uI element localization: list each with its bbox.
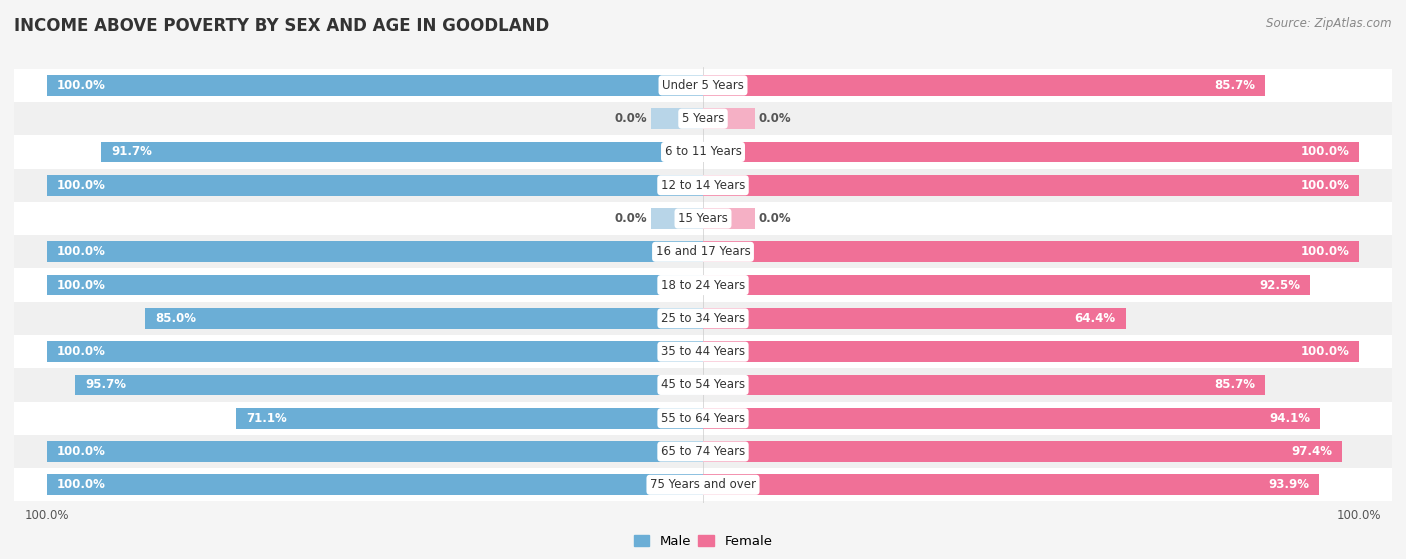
Text: 15 Years: 15 Years <box>678 212 728 225</box>
Text: 100.0%: 100.0% <box>1301 245 1350 258</box>
Text: 85.0%: 85.0% <box>155 312 195 325</box>
Bar <box>14 401 1392 435</box>
Text: Under 5 Years: Under 5 Years <box>662 79 744 92</box>
Text: 100.0%: 100.0% <box>56 79 105 92</box>
Bar <box>703 175 1360 196</box>
Bar <box>14 302 1392 335</box>
Text: INCOME ABOVE POVERTY BY SEX AND AGE IN GOODLAND: INCOME ABOVE POVERTY BY SEX AND AGE IN G… <box>14 17 550 35</box>
Bar <box>703 108 755 129</box>
Text: 0.0%: 0.0% <box>614 112 647 125</box>
Text: 71.1%: 71.1% <box>246 412 287 425</box>
Text: 16 and 17 Years: 16 and 17 Years <box>655 245 751 258</box>
Bar <box>651 208 703 229</box>
Bar <box>46 75 703 96</box>
Bar <box>46 441 703 462</box>
Legend: Male, Female: Male, Female <box>628 529 778 553</box>
Text: 100.0%: 100.0% <box>56 278 105 292</box>
Text: 100.0%: 100.0% <box>1301 145 1350 158</box>
Text: 5 Years: 5 Years <box>682 112 724 125</box>
Text: 100.0%: 100.0% <box>56 179 105 192</box>
Bar <box>46 475 703 495</box>
Bar <box>14 102 1392 135</box>
Text: 55 to 64 Years: 55 to 64 Years <box>661 412 745 425</box>
Bar <box>703 308 1126 329</box>
Text: 35 to 44 Years: 35 to 44 Years <box>661 345 745 358</box>
Text: 85.7%: 85.7% <box>1215 378 1256 391</box>
Text: 100.0%: 100.0% <box>56 245 105 258</box>
Bar <box>46 275 703 295</box>
Text: 45 to 54 Years: 45 to 54 Years <box>661 378 745 391</box>
Text: 6 to 11 Years: 6 to 11 Years <box>665 145 741 158</box>
Text: 0.0%: 0.0% <box>759 112 792 125</box>
Bar <box>46 241 703 262</box>
Bar <box>46 342 703 362</box>
Text: 100.0%: 100.0% <box>56 345 105 358</box>
Bar <box>14 335 1392 368</box>
Text: 12 to 14 Years: 12 to 14 Years <box>661 179 745 192</box>
Text: 100.0%: 100.0% <box>1301 345 1350 358</box>
Bar <box>703 241 1360 262</box>
Bar <box>703 375 1265 395</box>
Bar <box>703 342 1360 362</box>
Text: 100.0%: 100.0% <box>56 479 105 491</box>
Text: 75 Years and over: 75 Years and over <box>650 479 756 491</box>
Bar <box>651 108 703 129</box>
Text: 0.0%: 0.0% <box>614 212 647 225</box>
Text: 100.0%: 100.0% <box>56 445 105 458</box>
Bar <box>46 175 703 196</box>
Bar <box>14 202 1392 235</box>
Text: Source: ZipAtlas.com: Source: ZipAtlas.com <box>1267 17 1392 30</box>
Bar <box>14 468 1392 501</box>
Text: 64.4%: 64.4% <box>1074 312 1116 325</box>
Text: 25 to 34 Years: 25 to 34 Years <box>661 312 745 325</box>
Text: 100.0%: 100.0% <box>1301 179 1350 192</box>
Bar <box>236 408 703 429</box>
Bar <box>703 208 755 229</box>
Text: 97.4%: 97.4% <box>1291 445 1333 458</box>
Bar <box>14 135 1392 169</box>
Bar <box>14 368 1392 401</box>
Text: 18 to 24 Years: 18 to 24 Years <box>661 278 745 292</box>
Bar <box>703 141 1360 162</box>
Text: 65 to 74 Years: 65 to 74 Years <box>661 445 745 458</box>
Bar <box>703 475 1319 495</box>
Bar <box>75 375 703 395</box>
Bar <box>145 308 703 329</box>
Text: 91.7%: 91.7% <box>111 145 152 158</box>
Bar <box>14 235 1392 268</box>
Bar <box>703 275 1310 295</box>
Bar <box>14 268 1392 302</box>
Bar <box>703 441 1343 462</box>
Text: 85.7%: 85.7% <box>1215 79 1256 92</box>
Bar <box>703 75 1265 96</box>
Bar <box>703 408 1320 429</box>
Bar <box>14 69 1392 102</box>
Text: 92.5%: 92.5% <box>1260 278 1301 292</box>
Bar <box>14 435 1392 468</box>
Bar <box>14 169 1392 202</box>
Text: 93.9%: 93.9% <box>1268 479 1309 491</box>
Text: 95.7%: 95.7% <box>84 378 127 391</box>
Text: 94.1%: 94.1% <box>1270 412 1310 425</box>
Text: 0.0%: 0.0% <box>759 212 792 225</box>
Bar <box>101 141 703 162</box>
